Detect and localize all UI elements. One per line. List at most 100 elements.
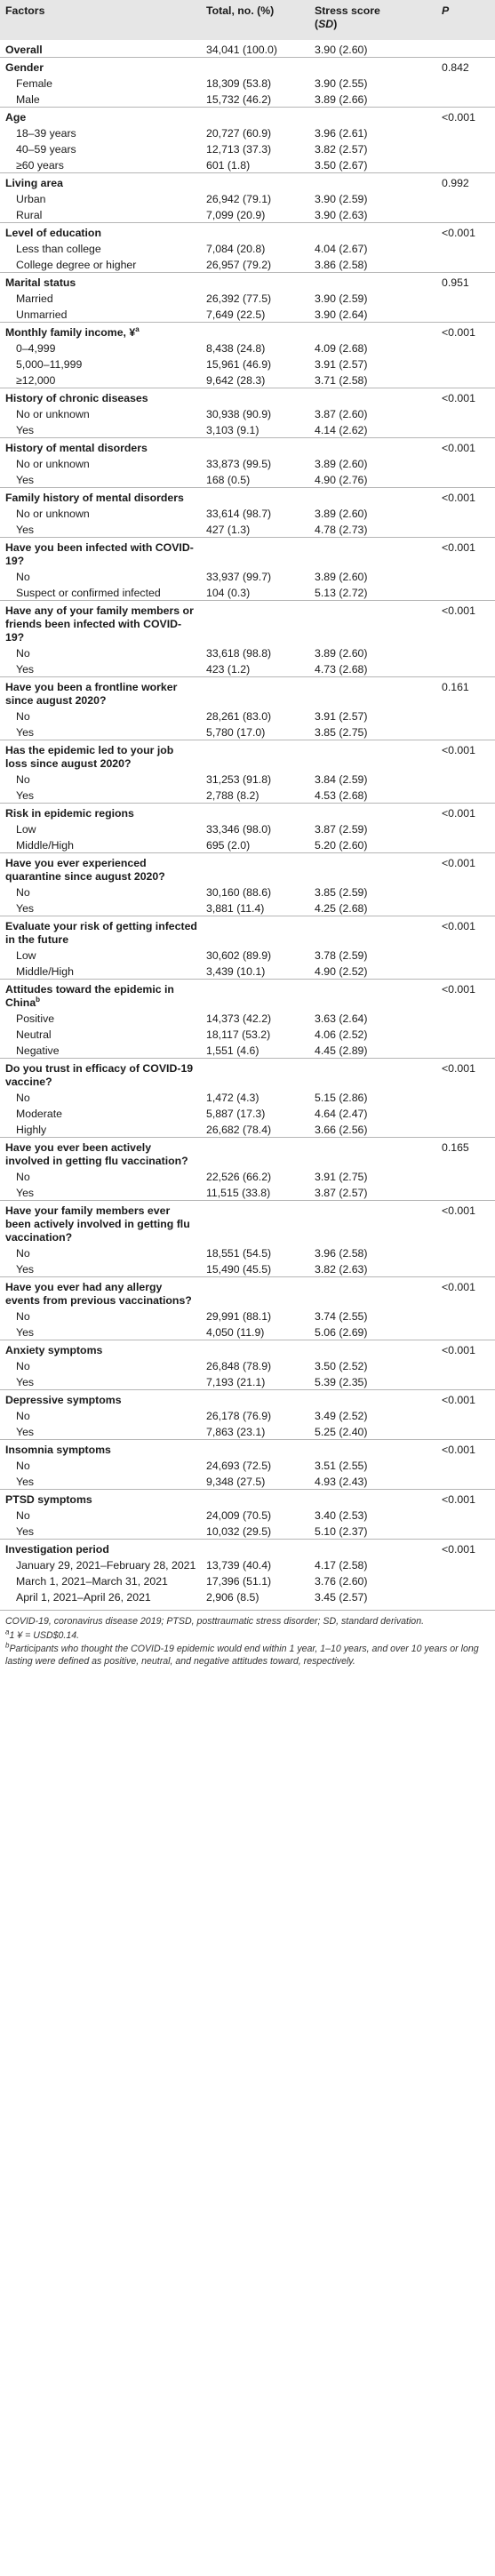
- stress-score-cell: 3.89 (2.60): [315, 458, 368, 470]
- stress-score-cell: [309, 322, 436, 340]
- label-text: Yes: [16, 1426, 35, 1438]
- total-cell: 26,682 (78.4): [206, 1124, 272, 1136]
- label-text: Unmarried: [16, 308, 68, 321]
- stress-score-cell: 4.78 (2.73): [315, 524, 368, 536]
- footnote: COVID-19, coronavirus disease 2019; PTSD…: [5, 1616, 490, 1628]
- p-value-cell: [436, 1010, 495, 1026]
- label-text: No or unknown: [16, 458, 90, 470]
- category-label: Monthly family income, ¥a: [0, 322, 201, 340]
- p-value-cell: [436, 1423, 495, 1440]
- p-value-cell: [436, 1260, 495, 1277]
- factor-label: No: [0, 1407, 201, 1423]
- table-category-row: Have you ever had any allergy events fro…: [0, 1276, 495, 1308]
- p-value-cell: [436, 505, 495, 521]
- total-cell: 7,084 (20.8): [206, 243, 266, 255]
- p-value-cell: [436, 1507, 495, 1523]
- table-row: Suspect or confirmed infected 104 (0.3) 5.…: [0, 584, 495, 601]
- total-cell: 7,193 (21.1): [206, 1376, 266, 1388]
- p-value-cell: [436, 708, 495, 724]
- label-text: Has the epidemic led to your job loss si…: [5, 744, 174, 770]
- stress-score-cell: 3.89 (2.66): [315, 93, 368, 106]
- stress-score-cell: [309, 172, 436, 190]
- p-value-cell: [436, 1042, 495, 1059]
- category-label: Have you ever been actively involved in …: [0, 1137, 201, 1168]
- total-cell: 15,961 (46.9): [206, 358, 272, 371]
- footnote-marker: a: [5, 1627, 10, 1636]
- footnote-text: Participants who thought the COVID-19 ep…: [5, 1644, 479, 1667]
- total-cell: 28,261 (83.0): [206, 710, 272, 723]
- table-category-row: History of mental disorders <0.001: [0, 437, 495, 455]
- stress-score-cell: 3.89 (2.60): [315, 571, 368, 583]
- table-row: College degree or higher 26,957 (79.2) 3.8…: [0, 256, 495, 273]
- category-label: Have you ever experienced quarantine sin…: [0, 852, 201, 884]
- label-text: Middle/High: [16, 839, 74, 852]
- label-text: Have your family members ever been activ…: [5, 1204, 190, 1244]
- label-text: No or unknown: [16, 508, 90, 520]
- stress-score-cell: 5.10 (2.37): [315, 1525, 368, 1538]
- p-value-cell: [436, 1373, 495, 1390]
- table-row: Yes 15,490 (45.5) 3.82 (2.63): [0, 1260, 495, 1277]
- table-row: Unmarried 7,649 (22.5) 3.90 (2.64): [0, 306, 495, 323]
- table-category-row: Has the epidemic led to your job loss si…: [0, 740, 495, 771]
- p-value-cell: [436, 836, 495, 853]
- table-row: 40–59 years 12,713 (37.3) 3.82 (2.57): [0, 140, 495, 156]
- table-row: Married 26,392 (77.5) 3.90 (2.59): [0, 290, 495, 306]
- p-value-cell: <0.001: [436, 803, 495, 820]
- stress-score-cell: 3.90 (2.60): [315, 44, 368, 56]
- total-cell: [201, 1276, 309, 1308]
- stress-score-cell: 4.93 (2.43): [315, 1476, 368, 1488]
- table-category-row: Monthly family income, ¥a <0.001: [0, 322, 495, 340]
- p-value-cell: [436, 568, 495, 584]
- factor-label: 0–4,999: [0, 340, 201, 356]
- label-text: No: [16, 773, 30, 786]
- label-text: Low: [16, 823, 36, 836]
- p-value-cell: [436, 1523, 495, 1540]
- p-value-cell: [436, 1473, 495, 1490]
- header-p: P: [442, 4, 450, 17]
- p-value-cell: [436, 1357, 495, 1373]
- factor-label: No: [0, 1244, 201, 1260]
- table-row: No 30,160 (88.6) 3.85 (2.59): [0, 884, 495, 900]
- label-text: Neutral: [16, 1028, 52, 1041]
- total-cell: [201, 1539, 309, 1556]
- label-text: Yes: [16, 1326, 35, 1339]
- stress-score-cell: [309, 57, 436, 75]
- table-row: Yes 7,193 (21.1) 5.39 (2.35): [0, 1373, 495, 1390]
- stress-score-cell: 3.96 (2.61): [315, 127, 368, 140]
- stress-score-cell: [309, 1200, 436, 1244]
- total-cell: 3,881 (11.4): [206, 902, 265, 915]
- table-category-row: Have you been infected with COVID-19? <0.…: [0, 537, 495, 568]
- total-cell: 3,439 (10.1): [206, 965, 266, 978]
- table-category-row: Gender 0.842: [0, 57, 495, 75]
- factor-label: Yes: [0, 1373, 201, 1390]
- table-category-row: Have any of your family members or frien…: [0, 600, 495, 644]
- category-label: Anxiety symptoms: [0, 1340, 201, 1357]
- factor-label: Negative: [0, 1042, 201, 1059]
- total-cell: 9,642 (28.3): [206, 374, 266, 387]
- footnote-marker: b: [36, 995, 41, 1004]
- category-label: Insomnia symptoms: [0, 1439, 201, 1457]
- table-row: 0–4,999 8,438 (24.8) 4.09 (2.68): [0, 340, 495, 356]
- table-category-row: Insomnia symptoms <0.001: [0, 1439, 495, 1457]
- stress-score-cell: 4.09 (2.68): [315, 342, 368, 355]
- stress-score-cell: 3.89 (2.60): [315, 508, 368, 520]
- p-value-cell: [436, 1121, 495, 1138]
- table-row: Yes 427 (1.3) 4.78 (2.73): [0, 521, 495, 538]
- total-cell: 12,713 (37.3): [206, 143, 272, 156]
- p-value-cell: [436, 820, 495, 836]
- label-text: History of mental disorders: [5, 442, 148, 454]
- label-text: Yes: [16, 789, 35, 802]
- category-label: History of mental disorders: [0, 437, 201, 455]
- total-cell: 168 (0.5): [206, 474, 251, 486]
- category-label: Have you been a frontline worker since a…: [0, 676, 201, 708]
- factor-label: Yes: [0, 1423, 201, 1440]
- total-cell: [201, 537, 309, 568]
- table-category-row: Do you trust in efficacy of COVID-19 vac…: [0, 1058, 495, 1089]
- factor-label: No: [0, 1357, 201, 1373]
- stress-score-cell: [309, 979, 436, 1010]
- stress-score-cell: 4.90 (2.52): [315, 965, 368, 978]
- factor-label: Highly: [0, 1121, 201, 1138]
- label-text: Low: [16, 949, 36, 962]
- factor-label: No: [0, 1507, 201, 1523]
- total-cell: 18,551 (54.5): [206, 1247, 272, 1260]
